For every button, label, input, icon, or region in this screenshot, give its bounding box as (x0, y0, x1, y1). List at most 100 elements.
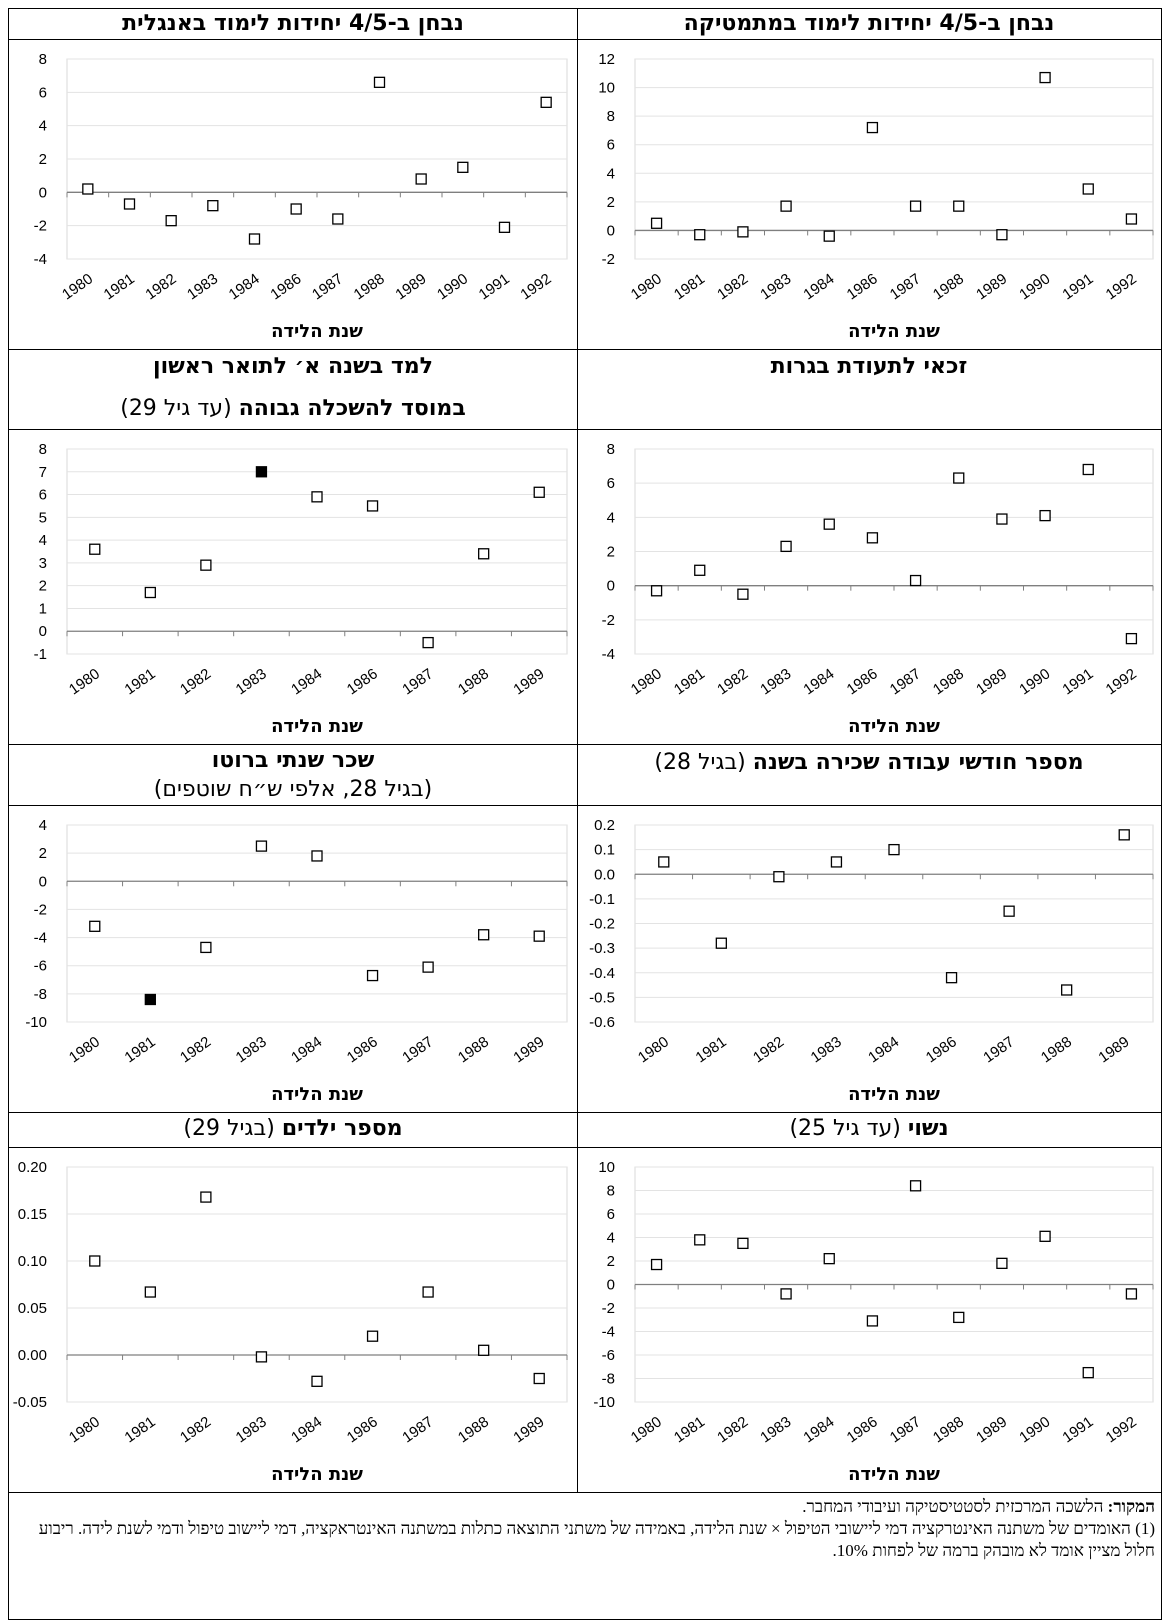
y-tick-label: 8 (607, 441, 615, 458)
column-divider (577, 9, 578, 1492)
data-point (533, 486, 545, 498)
data-point (144, 1286, 156, 1298)
y-tick-label: 4 (39, 118, 47, 135)
data-point (1125, 1288, 1138, 1300)
data-point (1125, 632, 1138, 645)
row-divider (9, 39, 1161, 40)
y-tick-label: 4 (39, 532, 47, 549)
y-tick-label: 10 (598, 80, 615, 97)
x-tick-label: 1980 (66, 1033, 103, 1066)
y-tick-label: 4 (39, 817, 47, 834)
data-point (332, 213, 344, 225)
data-point (200, 559, 212, 571)
data-point (144, 993, 156, 1006)
data-point (200, 941, 212, 954)
x-tick-label: 1991 (1059, 1413, 1096, 1446)
y-tick-label: -2 (34, 218, 47, 235)
chart-title: למד בשנה א׳ לתואר ראשון (153, 354, 433, 379)
chart-wage: -10 -8 -6 -4 -2 0 2 4 1980 1981 1982 1983 1984 1986 19… (11, 807, 575, 1110)
row-divider (9, 1492, 1161, 1493)
data-point (82, 183, 94, 195)
data-point (255, 1351, 268, 1363)
footnote: (1) האומדים של משתנה האינטרקציה דמי לייש… (38, 1519, 1155, 1560)
x-axis-label: שנת הלידה (271, 716, 363, 737)
x-tick-label: 1983 (184, 270, 221, 303)
y-tick-label: -8 (602, 1371, 615, 1388)
data-point (737, 226, 749, 238)
data-point (694, 564, 706, 576)
y-tick-label: 0 (607, 1277, 615, 1294)
data-point (422, 1286, 434, 1298)
data-point (366, 500, 379, 512)
data-point (1061, 984, 1073, 996)
x-tick-label: 1991 (476, 270, 513, 303)
x-tick-label: 1987 (399, 1033, 436, 1066)
y-tick-label: -2 (602, 251, 615, 268)
x-tick-label: 1989 (510, 1413, 547, 1446)
x-tick-label: 1984 (800, 1413, 837, 1446)
x-tick-label: 1980 (66, 665, 103, 698)
data-point (311, 491, 323, 503)
y-tick-label: -0.1 (589, 891, 615, 908)
chart-english: -4 -2 0 2 4 6 8 1980 1981 1982 1983 1984 1986 1987 198… (11, 41, 575, 347)
y-tick-label: -4 (34, 251, 47, 268)
x-tick-label: 1983 (757, 270, 794, 303)
y-tick-label: 2 (39, 578, 47, 595)
data-point (89, 1255, 101, 1267)
x-tick-label: 1989 (510, 1033, 547, 1066)
data-point (533, 1372, 545, 1385)
x-tick-label: 1982 (714, 1413, 751, 1446)
y-tick-label: 0 (607, 578, 615, 595)
row-divider (9, 805, 1161, 806)
data-point (996, 1257, 1008, 1269)
y-tick-label: -8 (34, 986, 47, 1003)
x-tick-label: 1980 (66, 1413, 103, 1446)
data-point (311, 1375, 323, 1387)
data-point (650, 1258, 663, 1271)
chart-married: -10 -8 -6 -4 -2 0 2 4 6 8 10 1980 1981 1982 1983 1984 19… (579, 1149, 1161, 1490)
chart-subtitle: במוסד להשכלה גבוהה (עד גיל 29) (120, 396, 466, 421)
data-point (1039, 1230, 1051, 1242)
data-point (737, 1237, 749, 1250)
row-divider (9, 744, 1161, 745)
y-tick-label: 0.0 (594, 866, 615, 883)
data-point (773, 871, 785, 883)
x-tick-label: 1981 (693, 1033, 730, 1066)
chart-title: נבחן ב-4/5 יחידות לימוד במתמטיקה (683, 11, 1055, 36)
x-tick-label: 1983 (233, 1033, 270, 1066)
x-tick-label: 1980 (635, 1033, 672, 1066)
chart-svg: -1 0 1 2 3 4 5 6 7 8 1980 1981 1982 1983 1984 1986 1987 1… (34, 441, 568, 737)
x-tick-label: 1987 (980, 1033, 1017, 1066)
x-axis-label: שנת הלידה (848, 1464, 940, 1485)
data-point (658, 856, 670, 868)
x-tick-label: 1990 (1016, 665, 1053, 698)
y-tick-label: 8 (607, 1183, 615, 1200)
x-tick-label: 1981 (671, 270, 708, 303)
x-tick-label: 1988 (455, 1033, 492, 1066)
x-tick-label: 1984 (288, 1413, 325, 1446)
row-divider (9, 1112, 1161, 1113)
data-point (89, 543, 101, 555)
data-point (650, 217, 663, 229)
x-tick-label: 1981 (671, 665, 708, 698)
y-tick-label: 8 (39, 441, 47, 458)
row-divider (9, 1147, 1161, 1148)
data-point (422, 961, 434, 973)
data-point (123, 198, 136, 210)
y-tick-label: 0 (39, 623, 47, 640)
x-tick-label: 1989 (1095, 1033, 1132, 1066)
y-tick-label: -4 (602, 1324, 615, 1341)
figure-frame: נבחן ב-4/5 יחידות לימוד במתמטיקה נבחן ב-… (8, 8, 1162, 1620)
x-axis-label: שנת הלידה (848, 1084, 940, 1105)
x-tick-label: 1982 (177, 1413, 214, 1446)
x-tick-label: 1986 (923, 1033, 960, 1066)
x-tick-label: 1980 (59, 270, 96, 303)
data-point (255, 840, 268, 852)
data-point (1082, 463, 1094, 476)
data-point (1118, 829, 1130, 841)
data-point (498, 221, 511, 233)
chart-title: מספר ילדים (בגיל 29) (183, 1116, 403, 1141)
x-tick-label: 1982 (177, 1033, 214, 1066)
data-point (953, 472, 965, 484)
data-point (478, 1344, 490, 1356)
